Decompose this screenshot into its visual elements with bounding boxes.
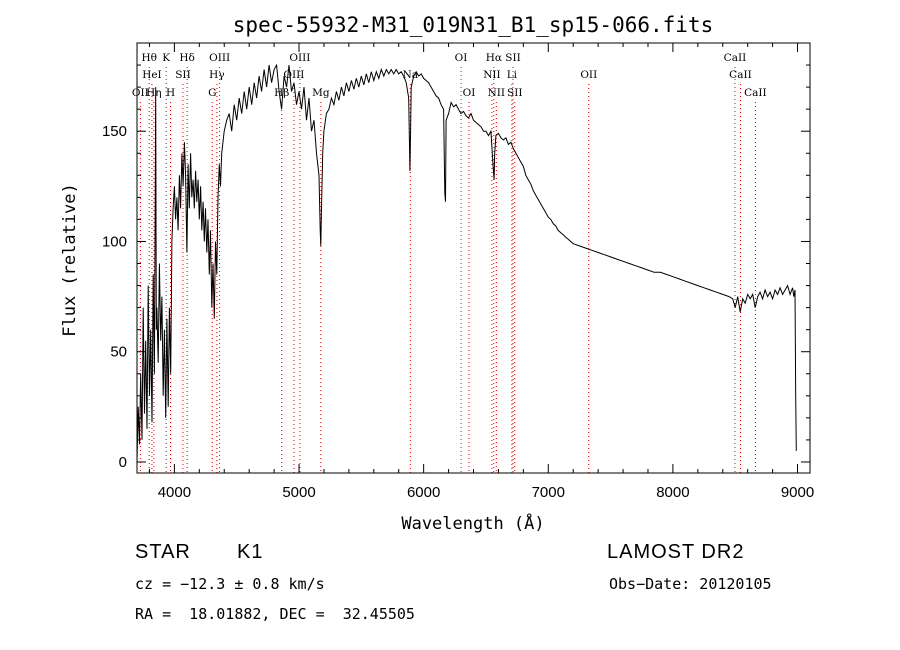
chart-title: spec-55932-M31_019N31_B1_sp15-066.fits bbox=[233, 13, 713, 37]
object-class: STAR bbox=[135, 541, 191, 563]
line-marker-label: Li bbox=[507, 69, 518, 81]
x-axis-label: Wavelength (Å) bbox=[401, 512, 544, 534]
spectrum-line bbox=[136, 63, 797, 463]
line-marker-label: NII bbox=[488, 87, 505, 99]
y-tick-label: 0 bbox=[119, 454, 127, 471]
survey-label: LAMOST DR2 bbox=[607, 541, 745, 563]
x-tick-label: 6000 bbox=[407, 484, 440, 501]
line-marker-label: H bbox=[166, 87, 175, 99]
line-marker-label: Hη bbox=[146, 87, 161, 99]
line-marker-label: Na bbox=[403, 69, 418, 81]
line-marker-label: OI bbox=[455, 52, 468, 64]
x-tick-label: 8000 bbox=[656, 484, 689, 501]
line-marker-label: Hβ bbox=[274, 87, 289, 99]
line-marker-label: OIII bbox=[283, 69, 304, 81]
y-tick-label: 150 bbox=[102, 123, 127, 140]
line-marker-label: SII bbox=[175, 69, 191, 81]
axis-ticks: 4000 5000 6000 7000 8000 9000 0 50 100 150 bbox=[102, 43, 814, 501]
line-marker-label: Hθ bbox=[141, 52, 156, 64]
line-marker-label: SII bbox=[507, 87, 523, 99]
line-marker-label: OI bbox=[463, 87, 476, 99]
object-subclass: K1 bbox=[237, 541, 264, 563]
line-marker-label: CaII bbox=[744, 87, 767, 99]
x-tick-label: 7000 bbox=[532, 484, 565, 501]
line-marker-label: K bbox=[162, 52, 170, 64]
redshift-text: cz = −12.3 ± 0.8 km/s bbox=[135, 575, 325, 593]
line-marker-label: Hδ bbox=[179, 52, 194, 64]
line-marker-label: OII bbox=[580, 69, 597, 81]
line-marker-label: OII bbox=[132, 87, 149, 99]
x-tick-label: 5000 bbox=[282, 484, 315, 501]
line-marker-label: G bbox=[208, 87, 216, 99]
line-marker-label: CaII bbox=[724, 52, 747, 64]
line-marker-label: NII bbox=[483, 69, 500, 81]
y-axis-label: Flux (relative) bbox=[60, 183, 80, 337]
y-tick-label: 100 bbox=[102, 233, 127, 250]
spectrum-series bbox=[136, 63, 797, 463]
line-marker-label: Hγ bbox=[209, 69, 224, 81]
line-marker-label: Mg bbox=[312, 87, 330, 99]
line-marker-label: OIII bbox=[289, 52, 310, 64]
x-tick-label: 4000 bbox=[158, 484, 191, 501]
y-tick-label: 50 bbox=[110, 344, 127, 361]
coordinates-text: RA = 18.01882, DEC = 32.45505 bbox=[135, 605, 415, 623]
line-marker-label: SII bbox=[505, 52, 521, 64]
line-marker-label: HeI bbox=[142, 69, 162, 81]
obs-date-text: Obs−Date: 20120105 bbox=[609, 575, 772, 593]
line-marker-label: OIII bbox=[209, 52, 230, 64]
line-marker-label: CaII bbox=[729, 69, 752, 81]
line-marker-label: Hα bbox=[486, 52, 502, 64]
x-tick-label: 9000 bbox=[781, 484, 814, 501]
